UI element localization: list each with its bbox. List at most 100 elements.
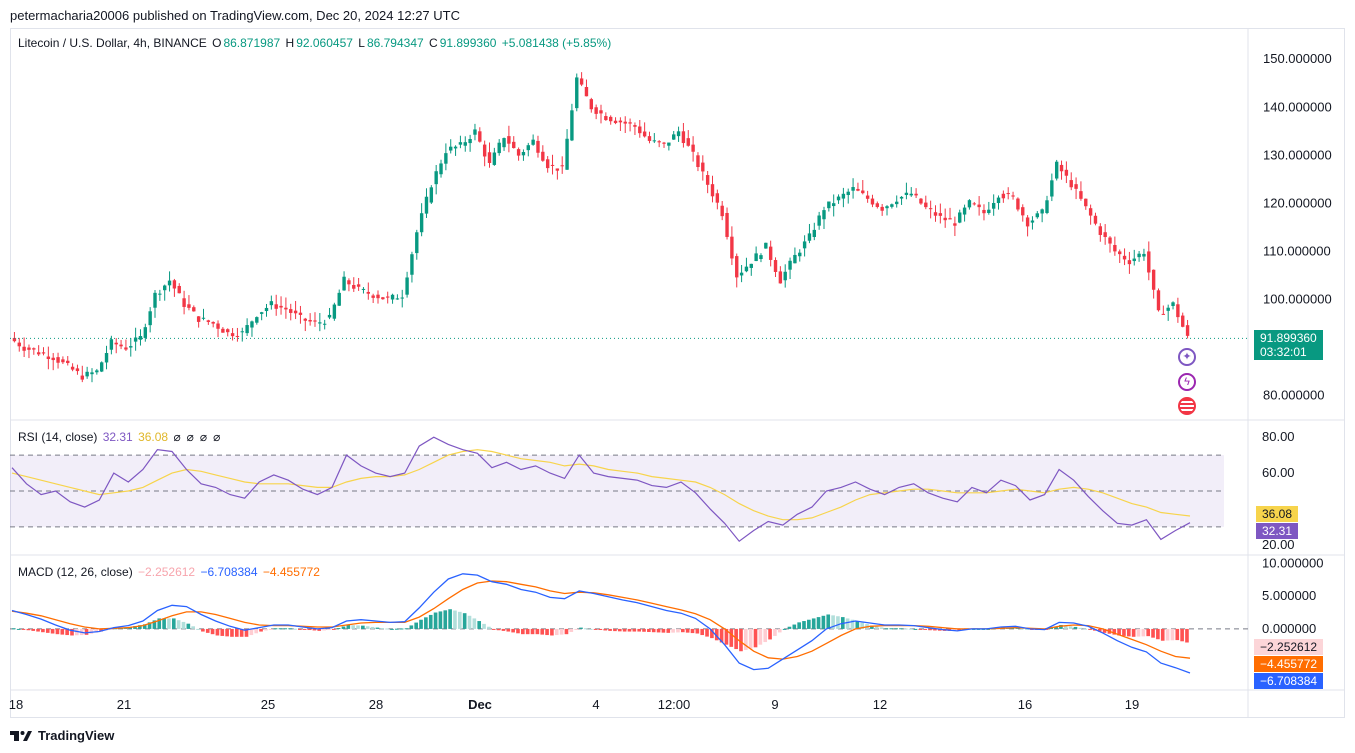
high-label: H — [285, 36, 295, 50]
macd-histogram-bar — [525, 628, 530, 635]
candle-body — [439, 163, 443, 175]
candle-body — [429, 187, 434, 203]
macd-histogram-bar — [302, 628, 307, 630]
candle-body — [783, 271, 787, 281]
macd-histogram-bar — [574, 628, 578, 630]
candle-body — [1108, 237, 1112, 244]
candle-body — [1127, 260, 1132, 265]
macd-label[interactable]: MACD (12, 26, close) — [18, 565, 133, 579]
rsi-ma-value: 36.08 — [138, 430, 169, 444]
candle-body — [885, 206, 889, 209]
candle-body — [211, 321, 215, 324]
macd-signal-value: −4.455772 — [262, 565, 320, 579]
candle-body — [977, 204, 981, 208]
candle-body — [61, 359, 65, 363]
macd-histogram-bar — [244, 628, 249, 637]
macd-histogram-bar — [695, 628, 700, 634]
candle-body — [924, 202, 928, 208]
symbol-name[interactable]: Litecoin / U.S. Dollar, 4h, BINANCE — [18, 36, 207, 50]
candle-body — [880, 206, 884, 211]
candle-body — [337, 292, 341, 306]
candle-body — [1040, 209, 1044, 214]
candle-body — [449, 146, 453, 151]
candle-body — [710, 184, 715, 197]
macd-histogram-bar — [201, 628, 205, 632]
change-value: +5.081438 (+5.85%) — [501, 36, 612, 50]
candle-body — [1030, 220, 1035, 223]
macd-histogram-bar — [31, 628, 36, 631]
macd-histogram-bar — [21, 628, 26, 630]
macd-histogram-bar — [234, 628, 239, 637]
footer-brand: TradingView — [38, 728, 115, 743]
candle-body — [589, 99, 594, 110]
macd-histogram-bar — [12, 628, 16, 630]
macd-pane[interactable] — [10, 573, 1248, 674]
time-axis-label: 9 — [771, 697, 778, 712]
macd-histogram-bar — [826, 614, 831, 629]
macd-histogram-bar — [84, 628, 89, 635]
macd-histogram-bar — [210, 628, 215, 635]
us-flag-icon[interactable] — [1178, 397, 1196, 415]
candle-body — [463, 142, 467, 146]
macd-histogram-bar — [225, 628, 229, 637]
macd-histogram-bar — [598, 628, 603, 631]
macd-histogram-bar — [341, 626, 346, 629]
candle-body — [196, 316, 201, 322]
candle-body — [647, 136, 652, 141]
candle-body — [851, 187, 855, 191]
rsi-label[interactable]: RSI (14, close) — [18, 430, 98, 444]
macd-legend[interactable]: MACD (12, 26, close) −2.252612 −6.708384… — [18, 565, 322, 579]
candle-body — [99, 362, 104, 372]
candle-body — [298, 312, 303, 315]
macd-histogram-bar — [16, 628, 21, 630]
candle-body — [875, 203, 880, 207]
macd-histogram-bar — [196, 628, 200, 630]
symbol-legend[interactable]: Litecoin / U.S. Dollar, 4h, BINANCE O 86.… — [18, 36, 613, 50]
candle-body — [1156, 290, 1161, 311]
price-pane[interactable] — [10, 72, 1248, 383]
candle-body — [352, 285, 356, 289]
rsi-pane[interactable] — [10, 436, 1224, 543]
candle-body — [119, 344, 123, 347]
candle-body — [701, 162, 705, 172]
candle-body — [919, 198, 923, 204]
candle-body — [575, 77, 579, 109]
macd-histogram-bar — [375, 627, 380, 629]
lightning-icon[interactable]: ϟ — [1178, 373, 1196, 391]
macd-histogram-bar — [171, 618, 176, 629]
candle-body — [764, 242, 768, 249]
candle-body — [1147, 251, 1151, 273]
macd-histogram-bar — [797, 622, 801, 629]
macd-histogram-bar — [1054, 626, 1058, 629]
macd-histogram-bar — [714, 628, 719, 641]
candle-body — [279, 305, 283, 308]
candle-body — [487, 152, 492, 163]
macd-histogram-bar — [205, 628, 210, 633]
macd-histogram-bar — [758, 628, 763, 645]
ideas-icon[interactable]: ✦ — [1178, 348, 1196, 366]
candle-body — [608, 116, 613, 122]
bar-countdown: 03:32:01 — [1260, 345, 1307, 359]
macd-histogram-bar — [443, 610, 448, 629]
candle-body — [90, 372, 94, 375]
rsi-legend[interactable]: RSI (14, close) 32.31 36.08 ⌀⌀⌀⌀ — [18, 430, 228, 444]
macd-histogram-bar — [603, 628, 608, 631]
candle-body — [322, 323, 327, 325]
candle-body — [259, 312, 264, 314]
macd-histogram-bar — [811, 618, 816, 629]
macd-histogram-bar — [1073, 626, 1078, 629]
candle-body — [628, 122, 632, 124]
rsi-axis-label: 80.00 — [1262, 429, 1295, 444]
candle-body — [138, 336, 143, 340]
macd-histogram-bar — [162, 618, 166, 629]
candle-body — [841, 193, 846, 199]
macd-histogram-bar — [860, 622, 864, 629]
candle-body — [560, 165, 564, 167]
macd-histogram-bar — [298, 628, 302, 630]
candle-body — [1064, 169, 1069, 176]
candle-body — [1122, 255, 1127, 260]
macd-histogram-bar — [957, 628, 961, 631]
candle-body — [410, 254, 414, 275]
candle-body — [1059, 164, 1064, 172]
